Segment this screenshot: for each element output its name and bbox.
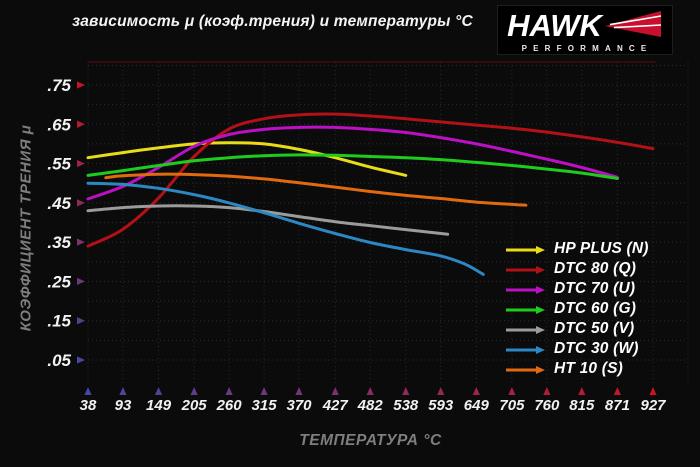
y-tick-arrow-icon	[77, 81, 85, 89]
x-axis-label: ТЕМПЕРАТУРА °C	[299, 432, 442, 449]
x-tick-label: 649	[464, 397, 490, 414]
x-tick-arrow-icon	[578, 387, 586, 395]
y-tick-arrow-icon	[77, 159, 85, 168]
x-tick-label: 538	[393, 397, 419, 414]
y-tick-label: .25	[47, 272, 71, 291]
legend-label-dtc-80-q: DTC 80 (Q)	[554, 260, 637, 277]
legend-label-dtc-30-w: DTC 30 (W)	[554, 340, 639, 357]
legend-swatch-arrow-icon	[536, 266, 545, 274]
grid	[87, 62, 689, 384]
y-tick-label: .75	[47, 76, 71, 95]
series-line-ht-10-s	[104, 172, 528, 207]
y-tick-label: .05	[47, 351, 71, 370]
legend-label-ht-10-s: HT 10 (S)	[554, 360, 623, 377]
series-line-dtc-50-v	[86, 204, 450, 236]
x-tick-label: 315	[252, 397, 278, 414]
y-tick-label: .35	[47, 233, 71, 252]
legend-swatch-arrow-icon	[536, 286, 545, 294]
x-tick-arrow-icon	[84, 387, 92, 395]
x-tick-label: 38	[80, 397, 97, 414]
series-line-dtc-60-g	[86, 153, 619, 180]
x-tick-arrow-icon	[402, 387, 410, 395]
y-axis-ticks: .05 .15 .25 .35 .45 .55 .65 .75	[47, 76, 85, 370]
y-tick-arrow-icon	[77, 199, 85, 207]
hawk-logo-subtitle: PERFORMANCE	[521, 43, 653, 53]
x-tick-arrow-icon	[437, 387, 445, 395]
hawk-logo-wordmark: HAWK	[507, 7, 602, 43]
x-tick-label: 593	[428, 397, 454, 414]
x-tick-label: 260	[216, 397, 243, 414]
x-tick-arrow-icon	[366, 387, 374, 395]
x-tick-arrow-icon	[472, 387, 480, 395]
x-axis-ticks: 38 93 149 205 260 315 370 427 482 538 593 649 705 760…	[80, 387, 666, 414]
y-tick-label: .15	[47, 312, 71, 331]
x-tick-label: 205	[181, 397, 208, 414]
y-tick-arrow-icon	[77, 120, 85, 128]
y-tick-label: .65	[47, 115, 71, 134]
y-tick-label: .45	[47, 194, 71, 213]
x-tick-arrow-icon	[613, 387, 622, 395]
legend-label-dtc-60-g: DTC 60 (G)	[554, 300, 637, 317]
x-tick-arrow-icon	[543, 387, 551, 395]
x-tick-label: 482	[357, 397, 384, 414]
legend-label-hp-plus-n: HP PLUS (N)	[554, 240, 649, 257]
x-tick-label: 370	[286, 397, 312, 414]
x-tick-arrow-icon	[649, 387, 657, 395]
x-tick-arrow-icon	[260, 387, 268, 395]
legend-swatch-arrow-icon	[536, 326, 545, 334]
x-tick-label: 815	[569, 397, 595, 414]
x-tick-label: 760	[534, 397, 560, 414]
y-tick-arrow-icon	[77, 238, 85, 246]
x-tick-label: 93	[115, 397, 132, 414]
y-tick-arrow-icon	[77, 277, 85, 286]
x-tick-arrow-icon	[119, 387, 127, 395]
series-line-dtc-70-u	[86, 125, 619, 201]
x-tick-arrow-icon	[190, 387, 198, 395]
hawk-logo-row: HAWK	[507, 10, 663, 42]
legend-swatch-arrow-icon	[536, 306, 545, 314]
x-tick-label: 705	[499, 397, 525, 414]
legend-swatch-arrow-icon	[536, 246, 545, 254]
legend-label-dtc-70-u: DTC 70 (U)	[554, 280, 636, 297]
y-tick-arrow-icon	[77, 317, 85, 325]
y-axis-label: КОЭФФИЦИЕНТ ТРЕНИЯ μ	[17, 124, 35, 332]
y-tick-arrow-icon	[77, 356, 85, 364]
x-tick-arrow-icon	[295, 387, 303, 395]
hawk-wing-icon	[604, 10, 661, 37]
chart-title: зависимость μ (коэф.трения) и температур…	[72, 13, 473, 30]
series-line-hp-plus-n	[86, 141, 408, 177]
series-line-dtc-80-q	[86, 112, 655, 248]
hawk-logo: HAWK PERFORMANCE	[497, 5, 673, 55]
legend-swatch-arrow-icon	[536, 366, 545, 374]
x-tick-label: 871	[605, 397, 630, 414]
x-tick-arrow-icon	[508, 387, 516, 395]
x-tick-arrow-icon	[154, 387, 163, 395]
x-tick-arrow-icon	[331, 387, 339, 395]
x-tick-label: 149	[146, 397, 172, 414]
x-tick-arrow-icon	[225, 387, 233, 395]
series-line-dtc-30-w	[86, 181, 485, 276]
x-tick-label: 927	[640, 397, 666, 414]
legend-swatches	[506, 246, 545, 374]
legend-swatch-arrow-icon	[536, 346, 545, 354]
legend-label-dtc-50-v: DTC 50 (V)	[554, 320, 635, 337]
y-tick-label: .55	[47, 155, 71, 174]
series-lines	[86, 112, 655, 276]
x-tick-label: 427	[322, 397, 349, 414]
